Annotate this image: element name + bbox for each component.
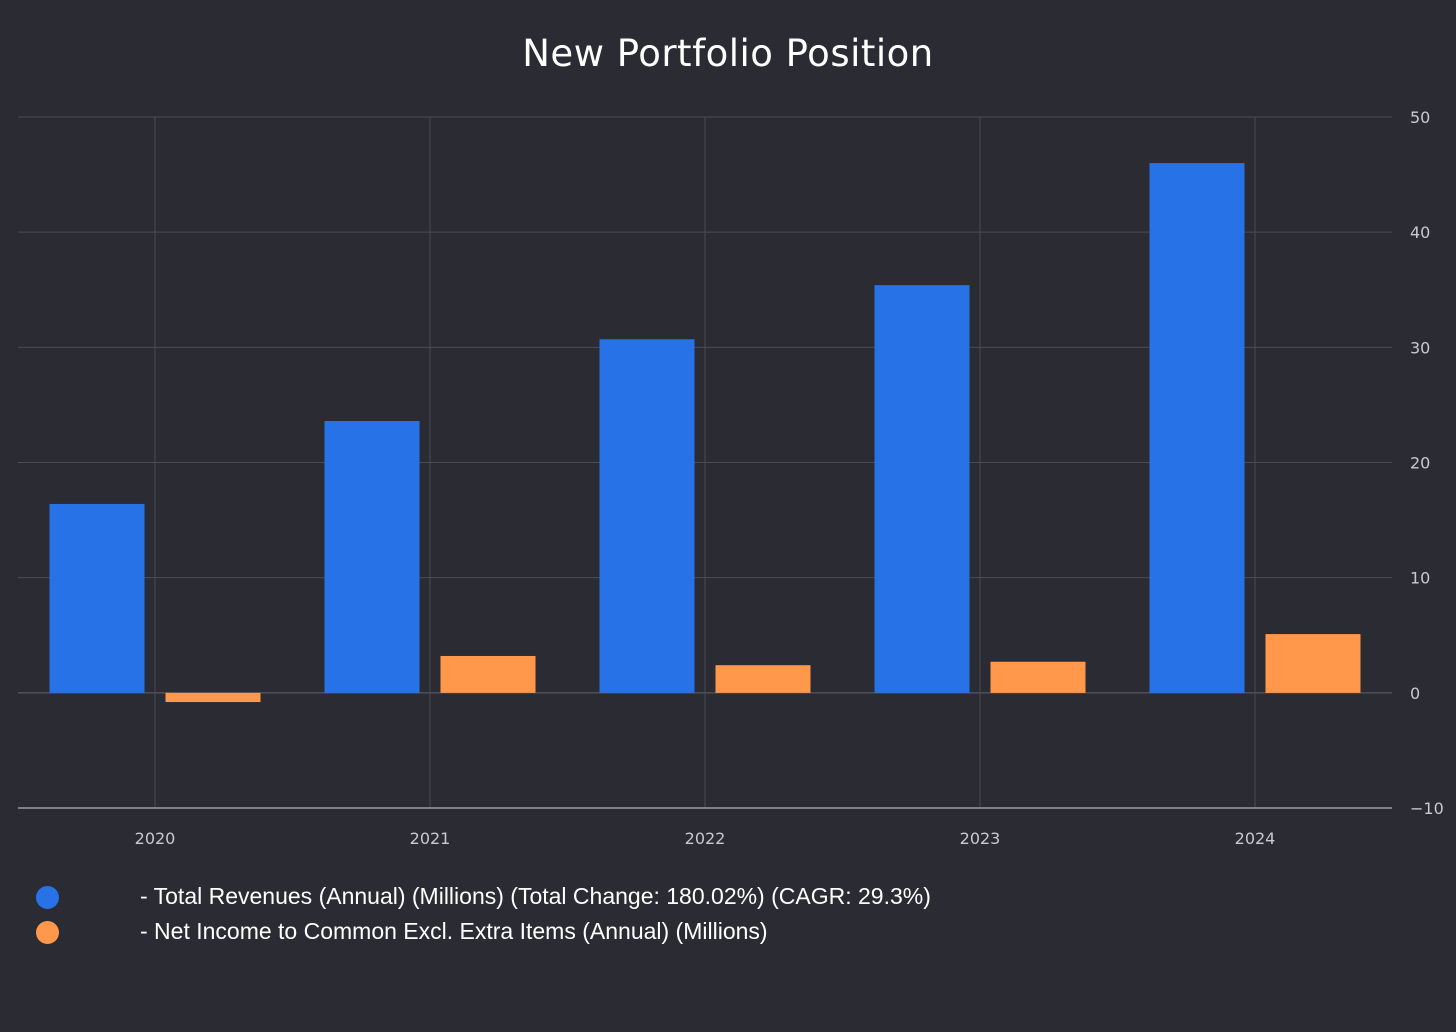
bar-series2-2020 (165, 692, 261, 703)
bar-series2-2022 (715, 665, 811, 693)
y-tick-label-30: 30 (1410, 338, 1430, 357)
legend-swatch-revenues (36, 886, 59, 909)
legend-label-revenues: - Total Revenues (Annual) (Millions) (To… (140, 883, 931, 909)
x-tick-label-2022: 2022 (685, 829, 726, 848)
legend-swatch-net-income (36, 921, 59, 944)
x-tick-label-2024: 2024 (1235, 829, 1276, 848)
legend: - Total Revenues (Annual) (Millions) (To… (36, 883, 1136, 953)
bar-series2-2024 (1265, 634, 1361, 693)
x-tick-label-2021: 2021 (410, 829, 451, 848)
y-tick-label-40: 40 (1410, 223, 1430, 242)
grid-layer (18, 116, 1392, 808)
y-tick-label-20: 20 (1410, 454, 1430, 473)
bar-series2-2023 (990, 661, 1086, 693)
y-tick-label-50: 50 (1410, 108, 1430, 127)
y-tick-label--10: −10 (1410, 799, 1444, 818)
x-tick-label-2020: 2020 (135, 829, 176, 848)
bar-series1-2020 (49, 503, 145, 693)
y-tick-label-0: 0 (1410, 684, 1420, 703)
legend-item-revenues: - Total Revenues (Annual) (Millions) (To… (36, 883, 1136, 918)
tick-labels-layer: 50 40 30 20 10 0 −10 2020 2021 2022 2023 2024 (135, 108, 1444, 848)
y-tick-label-10: 10 (1410, 569, 1430, 588)
bar-series2-2021 (440, 655, 536, 693)
bar-series1-2021 (324, 421, 420, 693)
chart-title: New Portfolio Position (522, 32, 934, 75)
bar-series1-2022 (599, 339, 695, 693)
legend-item-net-income: - Net Income to Common Excl. Extra Items… (36, 918, 1136, 953)
x-tick-label-2023: 2023 (960, 829, 1001, 848)
bars-layer (49, 163, 1361, 703)
bar-series1-2024 (1149, 163, 1245, 693)
bar-series1-2023 (874, 285, 970, 693)
legend-label-net-income: - Net Income to Common Excl. Extra Items… (140, 918, 768, 944)
